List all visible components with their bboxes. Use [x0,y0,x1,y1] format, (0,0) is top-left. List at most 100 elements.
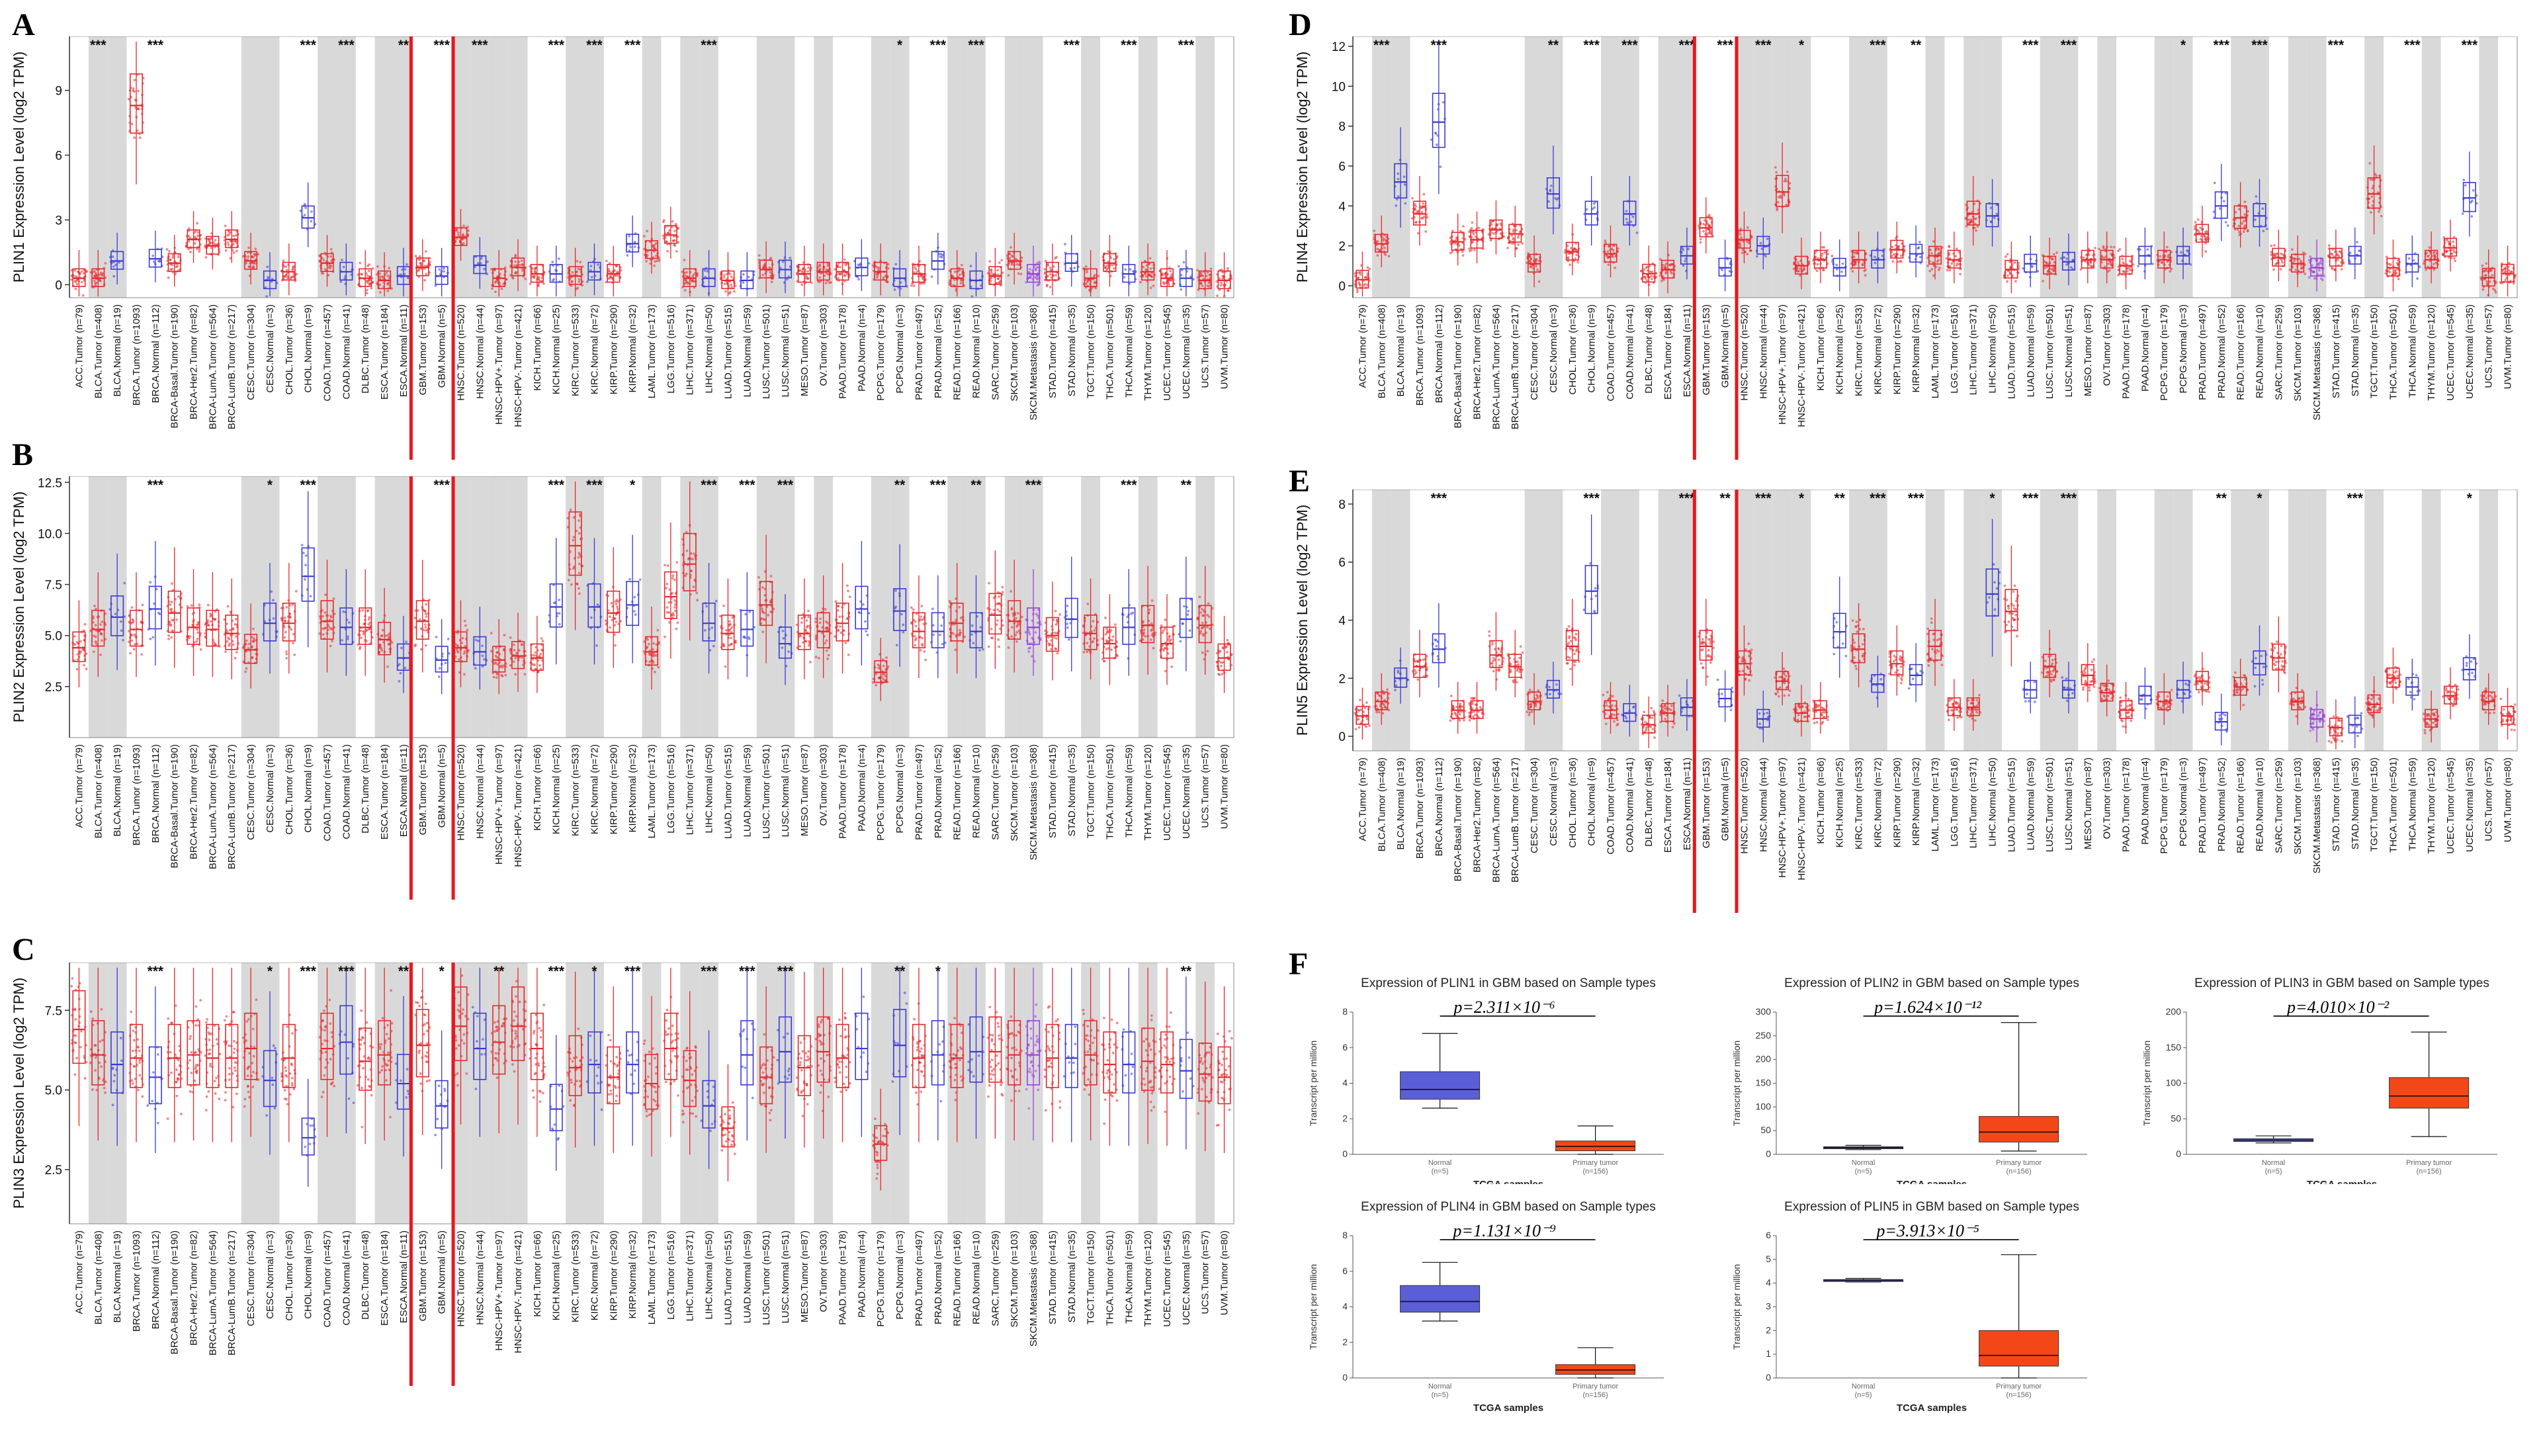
x-tick-label: KIRC.Normal (n=72) [589,304,600,394]
data-point [285,1075,288,1078]
data-point [648,652,651,656]
data-point [152,1071,155,1074]
data-point [849,1082,851,1085]
data-point [288,1093,292,1096]
data-point [233,1047,236,1050]
data-point [504,673,507,677]
data-point [513,264,516,267]
significance-label: *** [338,964,355,979]
data-point [567,578,570,581]
data-point [101,272,105,275]
x-tick-label: ESCA.Tumor (n=184) [379,304,390,400]
x-tick-label: CESC.Tumor (n=304) [245,304,257,400]
data-point [304,206,308,210]
data-point [1015,640,1018,643]
data-point [170,636,173,639]
data-point [290,628,293,631]
data-point [1030,655,1033,658]
data-point [73,1008,77,1011]
data-point [170,601,173,603]
data-point [521,263,524,267]
data-point [92,615,95,618]
data-point [986,607,989,610]
data-point [234,622,237,626]
data-point [1029,275,1032,277]
box-iqr [1027,607,1041,645]
data-point [761,609,764,613]
data-point [562,1105,565,1108]
x-tick-label: LGG.Tumor (n=516) [666,1230,677,1320]
box-iqr [759,1046,773,1105]
data-point [233,1066,236,1069]
box-iqr [664,1012,677,1080]
data-point [284,1066,287,1069]
box-iqr [950,602,964,642]
x-tick-label: PRAD.Tumor (n=497) [914,304,925,400]
data-point [1014,633,1017,636]
data-point [329,644,332,648]
data-point [668,601,671,604]
data-point [553,1123,556,1127]
data-point [789,256,792,259]
x-tick-label: LGG.Tumor (n=516) [666,744,677,834]
significance-label: *** [548,964,564,979]
data-point [884,679,887,682]
data-point [195,640,198,643]
data-point [875,683,878,687]
data-point [675,250,678,253]
data-point [399,1079,402,1082]
y-tick-label: 0 [55,278,62,292]
data-point [886,665,890,668]
data-point [304,1145,307,1148]
data-point [589,265,593,268]
data-point [1201,274,1205,277]
data-point [787,1067,791,1070]
data-point [666,582,669,585]
data-point [226,622,228,625]
data-point [825,639,828,642]
box-iqr [263,602,277,642]
data-point [330,259,333,263]
data-point [443,1090,447,1092]
data-point [368,1086,372,1088]
data-point [257,253,260,256]
data-point [94,282,97,285]
data-point [282,259,285,263]
box-iqr [893,588,907,631]
data-point [800,283,804,286]
data-point [1058,613,1062,616]
data-point [1049,266,1052,269]
data-point [667,232,669,235]
data-point [768,1111,771,1115]
data-point [829,632,832,634]
data-point [285,606,288,609]
data-point [1170,665,1174,668]
data-point [347,1056,349,1060]
data-point [658,642,660,646]
data-point [558,622,561,626]
y-tick-label: 7.5 [45,579,62,593]
data-point [1033,276,1037,278]
data-point [95,1089,99,1092]
box-iqr [301,205,315,229]
data-point [401,268,404,271]
data-point [248,1052,251,1055]
data-point [742,281,745,284]
data-point [1107,260,1110,263]
data-point [321,1019,324,1023]
data-point [178,1045,181,1048]
data-point [329,1082,333,1086]
data-point [782,1036,785,1039]
data-point [673,1054,677,1058]
data-point [424,250,427,253]
data-point [806,277,809,280]
data-point [175,618,178,621]
data-point [673,244,676,247]
x-tick-label: PCPG.Tumor (n=179) [875,744,886,841]
data-point [1013,257,1017,261]
data-point [481,665,484,668]
x-tick-label: DLBC.Tumor (n=48) [360,1230,371,1320]
data-point [228,1078,231,1081]
data-point [199,1050,202,1054]
data-point [456,1072,459,1075]
